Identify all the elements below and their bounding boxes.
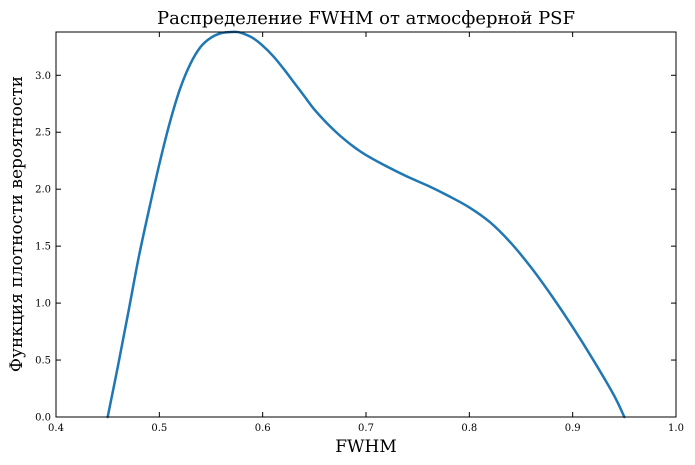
y-tick-label: 1.0 — [35, 299, 51, 310]
y-tick-label: 2.5 — [35, 128, 51, 139]
x-tick-label: 0.4 — [48, 423, 64, 434]
x-tick-label: 1.0 — [668, 423, 684, 434]
y-tick-label: 0.5 — [35, 356, 51, 367]
x-tick-label: 0.9 — [565, 423, 581, 434]
x-tick-label: 0.5 — [151, 423, 167, 434]
plot-area — [106, 30, 626, 419]
x-axis: 0.4 0.5 0.6 0.7 0.8 0.9 1.0 — [48, 32, 684, 434]
y-axis-label: Функция плотности вероятности — [7, 76, 27, 372]
y-tick-label: 0.0 — [35, 413, 51, 424]
y-tick-label: 3.0 — [35, 71, 51, 82]
y-axis: 0.0 0.5 1.0 1.5 2.0 2.5 3.0 — [35, 71, 676, 424]
pdf-curve — [106, 30, 626, 419]
chart-title: Распределение FWHM от атмосферной PSF — [157, 8, 575, 29]
x-tick-label: 0.7 — [358, 423, 374, 434]
x-axis-label: FWHM — [335, 437, 397, 457]
plot-frame — [55, 31, 677, 418]
x-tick-label: 0.8 — [461, 423, 477, 434]
y-tick-label: 1.5 — [35, 242, 51, 253]
y-tick-label: 2.0 — [35, 185, 51, 196]
x-tick-label: 0.6 — [255, 423, 271, 434]
